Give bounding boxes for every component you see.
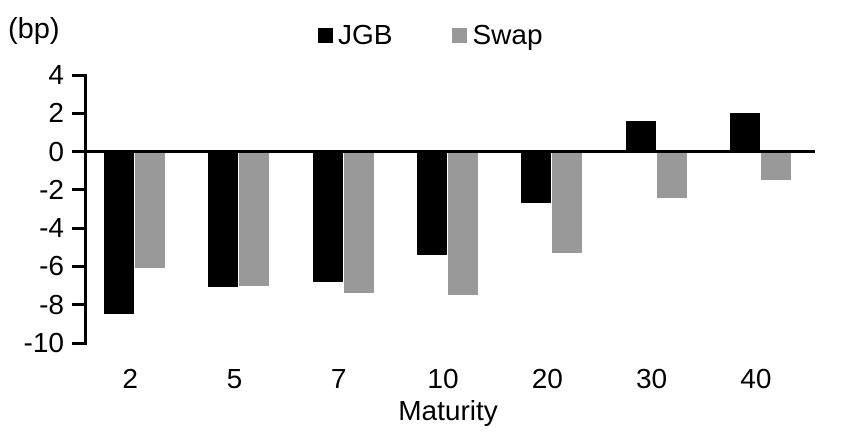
x-tick-label-30: 30 [635, 363, 668, 394]
plot-area [85, 75, 815, 343]
swap-series-swatch-icon [452, 27, 468, 43]
y-tick-mark [72, 111, 85, 115]
y-tick-mark [72, 341, 85, 345]
y-tick-label: 0 [48, 135, 64, 167]
zero-axis-line [85, 150, 815, 154]
jgb-legend-label: JGB [338, 19, 393, 50]
y-tick-label: -10 [23, 327, 64, 358]
x-tick-label-20: 20 [531, 363, 563, 394]
y-axis-unit-label: (bp) [8, 13, 60, 45]
jgb-series-swatch-icon [318, 27, 333, 43]
x-axis-title: Maturity [398, 395, 498, 426]
bar-swap-40 [760, 151, 791, 181]
y-tick-mark [72, 303, 85, 307]
y-tick-label: -8 [39, 288, 64, 320]
x-tick-label-10: 10 [427, 363, 459, 394]
y-tick-label: -2 [39, 173, 64, 205]
bar-swap-20 [552, 151, 583, 254]
x-tick-label-40: 40 [740, 363, 772, 394]
y-tick-mark [72, 226, 85, 230]
swap-legend-label: Swap [472, 19, 543, 50]
x-tick-label-2: 2 [122, 363, 138, 394]
y-tick-label: 2 [48, 97, 64, 129]
y-tick-label: -6 [39, 250, 64, 282]
bar-jgb-5 [208, 151, 239, 288]
bar-jgb-2 [104, 151, 135, 315]
bar-jgb-10 [417, 151, 447, 255]
legend-item-jgb: JGB [318, 19, 392, 51]
y-tick-label: -4 [39, 212, 64, 244]
bar-swap-10 [448, 151, 478, 296]
bar-jgb-20 [521, 151, 552, 204]
x-tick-label-7: 7 [330, 363, 347, 394]
y-tick-mark [72, 264, 85, 268]
bar-jgb-40 [729, 113, 760, 152]
x-tick-label-5: 5 [226, 363, 243, 394]
y-tick-mark [72, 73, 85, 77]
bar-swap-7 [343, 151, 374, 294]
bar-swap-30 [656, 151, 687, 198]
bar-jgb-30 [625, 120, 656, 152]
bar-jgb-7 [312, 151, 343, 282]
y-tick-label: 4 [48, 59, 64, 90]
y-tick-mark [72, 150, 85, 154]
y-axis-line [84, 74, 87, 345]
legend: JGB Swap [318, 19, 543, 51]
legend-item-swap: Swap [452, 19, 543, 51]
y-tick-mark [72, 188, 85, 192]
bar-swap-5 [239, 151, 270, 286]
bar-swap-2 [135, 151, 166, 269]
